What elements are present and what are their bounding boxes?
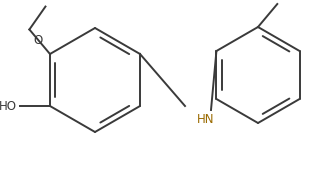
Text: OH: OH (279, 0, 297, 2)
Text: HO: HO (0, 100, 17, 112)
Text: O: O (33, 34, 42, 47)
Text: HN: HN (197, 113, 214, 126)
